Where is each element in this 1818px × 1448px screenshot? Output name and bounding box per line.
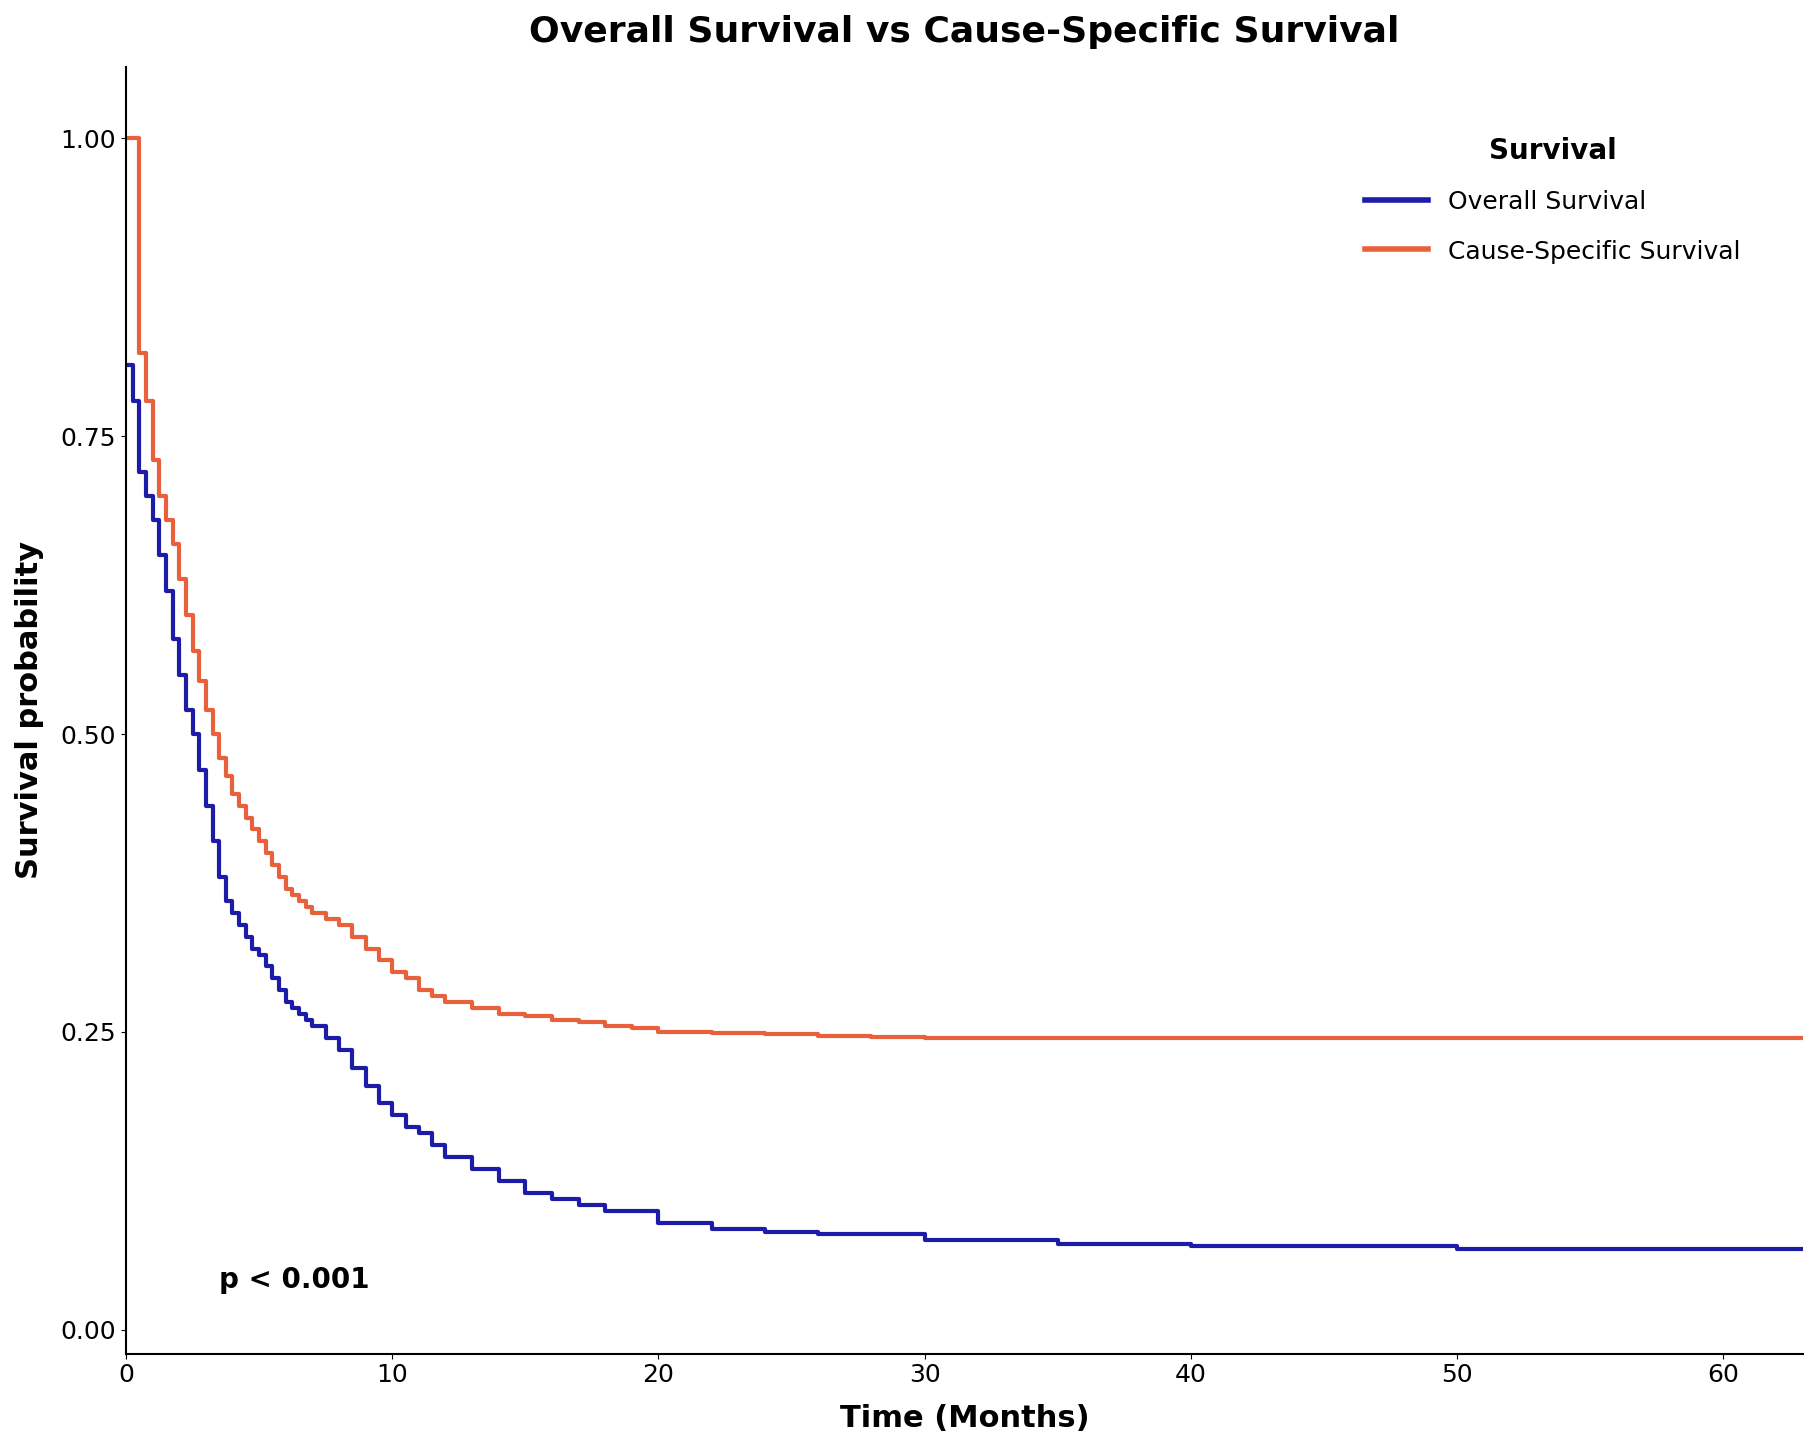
Cause-Specific Survival bbox=[382, 964, 404, 982]
Overall Survival bbox=[407, 1125, 429, 1142]
Title: Overall Survival vs Cause-Specific Survival: Overall Survival vs Cause-Specific Survi… bbox=[529, 14, 1400, 49]
Cause-Specific Survival bbox=[407, 982, 429, 999]
Overall Survival bbox=[1793, 1239, 1814, 1257]
Overall Survival bbox=[115, 356, 136, 374]
Cause-Specific Survival bbox=[115, 130, 136, 148]
Cause-Specific Survival bbox=[914, 1030, 936, 1047]
Y-axis label: Survival probability: Survival probability bbox=[15, 542, 44, 879]
Overall Survival bbox=[249, 946, 271, 963]
Legend: Overall Survival, Cause-Specific Survival: Overall Survival, Cause-Specific Surviva… bbox=[1340, 111, 1765, 290]
Overall Survival bbox=[342, 1058, 364, 1076]
Line: Overall Survival: Overall Survival bbox=[125, 365, 1803, 1248]
Cause-Specific Survival bbox=[118, 130, 140, 148]
Cause-Specific Survival bbox=[249, 833, 271, 850]
Line: Cause-Specific Survival: Cause-Specific Survival bbox=[125, 139, 1803, 1038]
Overall Survival bbox=[175, 702, 196, 720]
Overall Survival bbox=[315, 1030, 336, 1047]
Cause-Specific Survival bbox=[1793, 1030, 1814, 1047]
Cause-Specific Survival bbox=[542, 1011, 564, 1028]
Text: p < 0.001: p < 0.001 bbox=[220, 1266, 369, 1295]
X-axis label: Time (Months): Time (Months) bbox=[840, 1405, 1089, 1434]
Overall Survival bbox=[355, 1077, 376, 1095]
Overall Survival bbox=[1445, 1239, 1467, 1257]
Cause-Specific Survival bbox=[342, 928, 364, 946]
